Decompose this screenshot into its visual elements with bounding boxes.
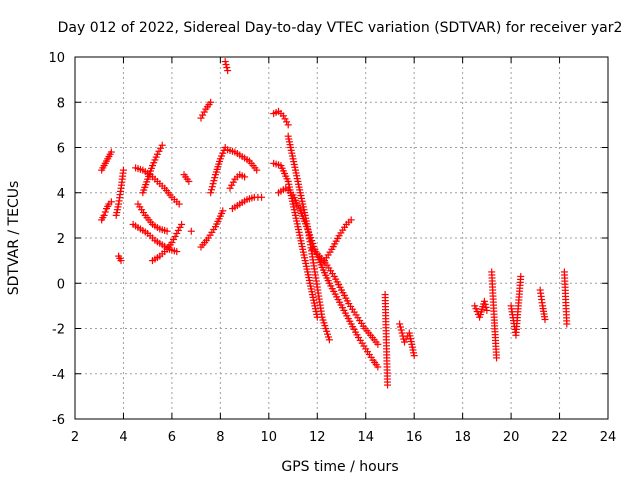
data-point [100, 211, 108, 219]
x-tick-label: 14 [357, 430, 374, 445]
data-point [493, 354, 501, 362]
data-point [222, 61, 230, 69]
grid [75, 57, 608, 419]
y-tick-label: 2 [57, 232, 65, 247]
data-point [325, 336, 333, 344]
data-point [101, 208, 109, 216]
data-point [219, 207, 227, 215]
data-point [410, 352, 418, 360]
y-tick-label: 6 [57, 142, 65, 157]
data-point [541, 315, 549, 323]
y-tick-label: -6 [52, 413, 65, 428]
data-point [400, 338, 408, 346]
data-point [224, 67, 232, 75]
data-point [153, 150, 161, 158]
x-tick-label: 18 [454, 430, 471, 445]
x-tick-label: 22 [551, 430, 568, 445]
data-point [199, 111, 207, 119]
x-tick-label: 16 [406, 430, 423, 445]
data-point [208, 183, 216, 191]
data-point [211, 174, 219, 182]
data-point [396, 323, 404, 331]
data-point [563, 320, 571, 328]
data-point [313, 313, 321, 321]
data-point [163, 227, 171, 235]
data-point [347, 216, 355, 224]
data-point [171, 232, 179, 240]
data-point [173, 248, 181, 256]
data-point [178, 220, 186, 228]
data-point [229, 178, 237, 186]
data-point [384, 381, 392, 389]
x-tick-label: 2 [71, 430, 79, 445]
data-point [210, 177, 218, 185]
data-point [173, 229, 181, 237]
data-point [283, 118, 291, 126]
data-point [281, 115, 289, 123]
data-point [374, 363, 382, 371]
data-point [174, 226, 182, 234]
data-point [197, 114, 205, 122]
y-tick-label: -4 [52, 368, 65, 383]
data-point [398, 329, 406, 337]
x-tick-label: 10 [261, 430, 278, 445]
data-point [241, 173, 249, 181]
data-point [221, 58, 229, 66]
data-point [482, 303, 490, 311]
data-point [284, 121, 292, 129]
x-tick-label: 24 [600, 430, 617, 445]
data-point [107, 148, 115, 156]
y-tick-label: 0 [57, 277, 65, 292]
data-point [209, 180, 217, 188]
data-point [158, 141, 166, 149]
x-tick-label: 8 [216, 430, 224, 445]
y-tick-label: 10 [48, 51, 65, 66]
data-point [374, 340, 382, 348]
data-point [176, 223, 184, 231]
x-tick-label: 12 [309, 430, 326, 445]
data-point [279, 112, 287, 120]
data-point [481, 300, 489, 308]
x-tick-label: 4 [119, 430, 127, 445]
data-point [200, 108, 208, 116]
data-point [483, 306, 491, 314]
data-point [226, 184, 234, 192]
y-tick-label: 4 [57, 187, 65, 202]
data-point [185, 177, 193, 185]
x-axis-label: GPS time / hours [281, 459, 398, 475]
y-tick-label: -2 [52, 323, 65, 338]
data-point [107, 198, 115, 206]
data-point [119, 166, 127, 174]
data-point [175, 200, 183, 208]
data-point [207, 189, 215, 197]
data-point [157, 144, 165, 152]
data-point [258, 193, 266, 201]
data-point [207, 98, 215, 106]
chart-title: Day 012 of 2022, Sidereal Day-to-day VTE… [58, 20, 623, 36]
data-points [98, 58, 571, 389]
data-point [207, 186, 215, 194]
data-point [223, 64, 231, 72]
data-point [117, 257, 125, 265]
x-tick-label: 20 [503, 430, 520, 445]
data-point [480, 297, 488, 305]
y-axis-label: SDTVAR / TECUs [6, 181, 22, 296]
data-point [397, 326, 405, 334]
data-point [168, 239, 176, 247]
data-point [253, 166, 261, 174]
x-tick-label: 6 [168, 430, 176, 445]
data-point [187, 227, 195, 235]
data-point [228, 181, 236, 189]
data-point [155, 147, 163, 155]
y-tick-label: 8 [57, 96, 65, 111]
data-point [517, 272, 525, 280]
data-point [396, 320, 404, 328]
data-point [170, 236, 178, 244]
